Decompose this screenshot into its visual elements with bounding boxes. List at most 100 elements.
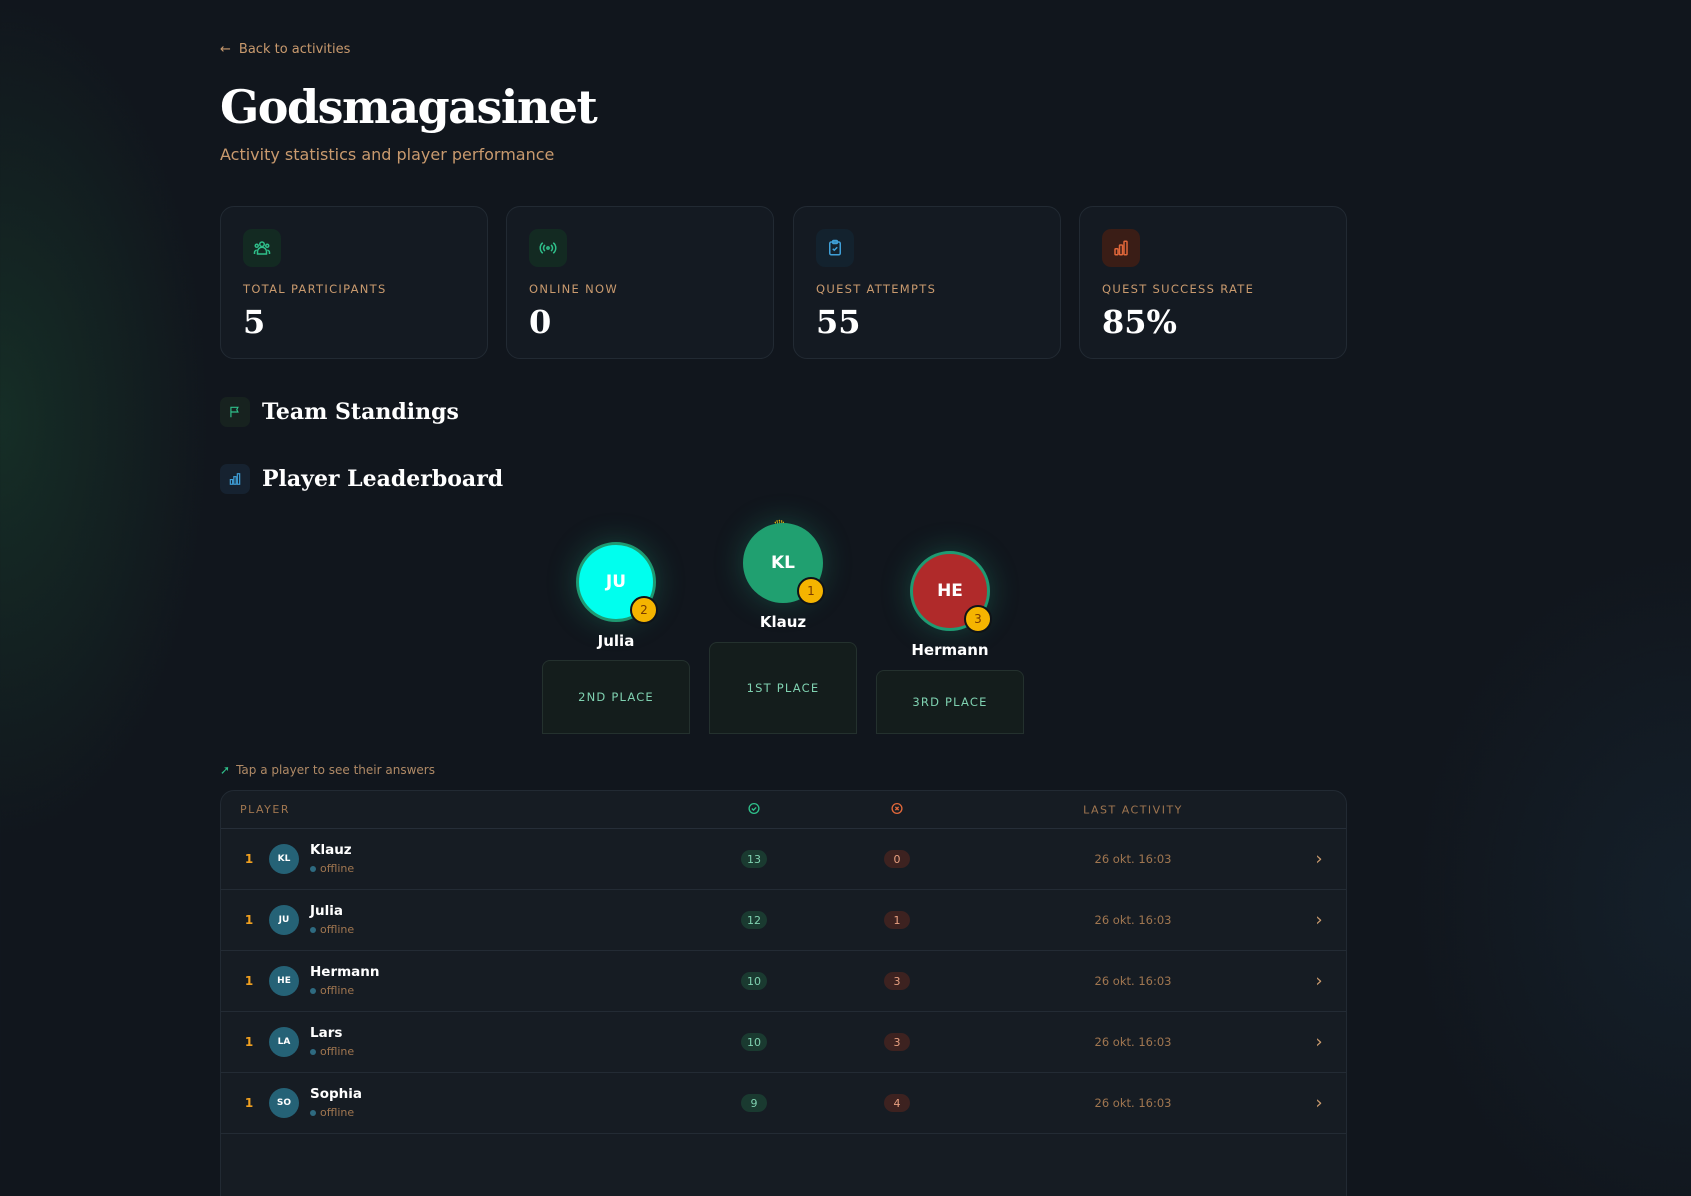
header-last-activity: LAST ACTIVITY — [1083, 803, 1183, 816]
status-dot — [310, 926, 316, 933]
tap-hint-text: Tap a player to see their answers — [236, 763, 435, 777]
avatar-initials: HE — [937, 581, 963, 601]
stat-card-online: ONLINE NOW 0 — [506, 206, 774, 359]
wrong-count: 1 — [884, 911, 910, 929]
player-name: Hermann — [310, 964, 380, 980]
chevron-right-icon[interactable]: › — [1315, 970, 1323, 992]
status-dot — [310, 987, 316, 994]
player-leaderboard-heading: Player Leaderboard — [220, 464, 503, 494]
podium-place: 3RD PLACE — [876, 670, 1024, 734]
stat-value: 85% — [1102, 303, 1177, 341]
back-link[interactable]: ← Back to activities — [220, 42, 350, 57]
stat-value: 0 — [529, 303, 552, 341]
table-row[interactable]: 1 SO Sophia offline 9 4 26 okt. 16:03 › — [221, 1073, 1346, 1134]
bar-chart-icon — [1102, 229, 1140, 267]
stat-label: ONLINE NOW — [529, 282, 619, 296]
page-subtitle: Activity statistics and player performan… — [220, 145, 555, 164]
table-row[interactable]: 1 JU Julia offline 12 1 26 okt. 16:03 › — [221, 890, 1346, 951]
avatar-initials: JU — [605, 572, 627, 592]
stat-card-attempts: QUEST ATTEMPTS 55 — [793, 206, 1061, 359]
last-activity: 26 okt. 16:03 — [1094, 913, 1172, 927]
chevron-right-icon[interactable]: › — [1315, 1031, 1323, 1053]
correct-count: 10 — [741, 972, 767, 990]
rank-badge: 1 — [797, 577, 825, 605]
avatar: JU — [269, 905, 299, 935]
page-title: Godsmagasinet — [220, 80, 598, 134]
correct-count: 13 — [741, 850, 767, 868]
status-text: offline — [320, 923, 355, 936]
avatar: KL — [269, 844, 299, 874]
wrong-count: 3 — [884, 972, 910, 990]
stat-label: TOTAL PARTICIPANTS — [243, 282, 387, 296]
x-circle-icon — [891, 802, 904, 818]
stat-value: 5 — [243, 303, 266, 341]
podium-name: Hermann — [911, 641, 989, 659]
rank-badge: 2 — [630, 596, 658, 624]
check-circle-icon — [748, 802, 761, 818]
wrong-count: 4 — [884, 1094, 910, 1112]
tap-hint: ➚ Tap a player to see their answers — [220, 763, 435, 777]
rank: 1 — [244, 974, 254, 988]
correct-count: 12 — [741, 911, 767, 929]
status-text: offline — [320, 1045, 355, 1058]
avatar[interactable]: KL — [743, 523, 823, 603]
rank: 1 — [244, 913, 254, 927]
podium-name: Julia — [597, 632, 635, 650]
flag-icon — [220, 397, 250, 427]
status-text: offline — [320, 862, 355, 875]
player-name: Sophia — [310, 1086, 363, 1102]
table-row[interactable]: 1 HE Hermann offline 10 3 26 okt. 16:03 … — [221, 951, 1346, 1012]
correct-count: 10 — [741, 1033, 767, 1051]
chevron-right-icon[interactable]: › — [1315, 909, 1323, 931]
wrong-count: 3 — [884, 1033, 910, 1051]
last-activity: 26 okt. 16:03 — [1094, 1096, 1172, 1110]
podium-name: Klauz — [759, 613, 807, 631]
back-label: Back to activities — [238, 42, 351, 57]
avatar: HE — [269, 966, 299, 996]
last-activity: 26 okt. 16:03 — [1094, 852, 1172, 866]
header-player: PLAYER — [240, 803, 290, 816]
status: offline — [310, 923, 354, 936]
clipboard-check-icon — [816, 229, 854, 267]
rank: 1 — [244, 1096, 254, 1110]
status-dot — [310, 1109, 316, 1116]
section-title: Team Standings — [262, 399, 459, 425]
podium-place: 1ST PLACE — [709, 642, 857, 734]
rank: 1 — [244, 852, 254, 866]
player-name: Julia — [310, 903, 343, 919]
stat-label: QUEST SUCCESS RATE — [1102, 282, 1255, 296]
chevron-right-icon[interactable]: › — [1315, 848, 1323, 870]
section-title: Player Leaderboard — [262, 466, 504, 492]
status: offline — [310, 1106, 354, 1119]
table-row[interactable]: 1 KL Klauz offline 13 0 26 okt. 16:03 › — [221, 829, 1346, 890]
broadcast-icon — [529, 229, 567, 267]
arrow-left-icon: ← — [220, 42, 231, 57]
last-activity: 26 okt. 16:03 — [1094, 974, 1172, 988]
correct-count: 9 — [741, 1094, 767, 1112]
avatar: LA — [269, 1027, 299, 1057]
stat-value: 55 — [816, 303, 861, 341]
team-standings-heading: Team Standings — [220, 397, 459, 427]
status-dot — [310, 1048, 316, 1055]
cursor-click-icon: ➚ — [220, 763, 231, 777]
rank-badge: 3 — [964, 605, 992, 633]
stat-card-success-rate: QUEST SUCCESS RATE 85% — [1079, 206, 1347, 359]
avatar-initials: KL — [770, 553, 795, 573]
wrong-count: 0 — [884, 850, 910, 868]
player-name: Klauz — [310, 842, 352, 858]
table-header: PLAYER LAST ACTIVITY — [221, 791, 1346, 829]
stat-label: QUEST ATTEMPTS — [816, 282, 937, 296]
status: offline — [310, 1045, 354, 1058]
last-activity: 26 okt. 16:03 — [1094, 1035, 1172, 1049]
player-name: Lars — [310, 1025, 343, 1041]
status-text: offline — [320, 984, 355, 997]
table-row[interactable]: 1 LA Lars offline 10 3 26 okt. 16:03 › — [221, 1012, 1346, 1073]
rank: 1 — [244, 1035, 254, 1049]
bar-chart-icon — [220, 464, 250, 494]
player-table: PLAYER LAST ACTIVITY 1 KL Klauz offline … — [220, 790, 1347, 1196]
avatar: SO — [269, 1088, 299, 1118]
status-dot — [310, 865, 316, 872]
podium-place: 2ND PLACE — [542, 660, 690, 734]
stat-card-participants: TOTAL PARTICIPANTS 5 — [220, 206, 488, 359]
chevron-right-icon[interactable]: › — [1315, 1092, 1323, 1114]
